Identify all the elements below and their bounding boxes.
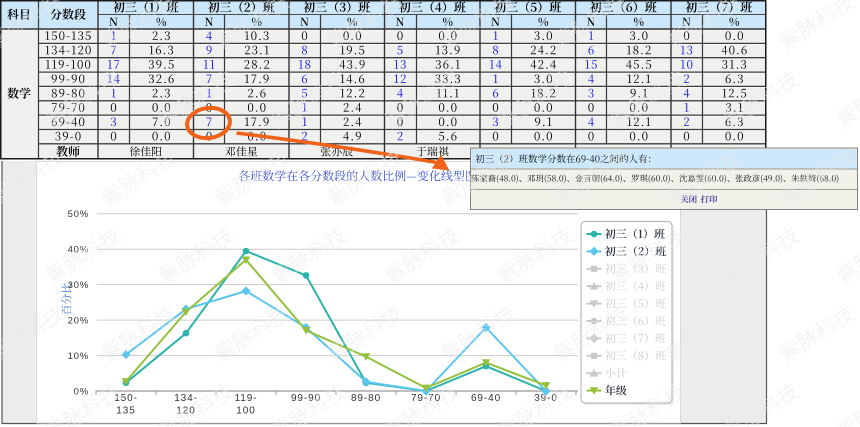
- svg-text:150-: 150-: [114, 393, 138, 404]
- svg-text:119-: 119-: [235, 393, 258, 404]
- svg-text:30%: 30%: [68, 280, 89, 291]
- svg-text:79-70: 79-70: [411, 393, 441, 404]
- svg-text:20%: 20%: [68, 316, 89, 327]
- svg-text:69-40: 69-40: [471, 393, 501, 404]
- svg-text:89-80: 89-80: [351, 393, 381, 404]
- svg-text:100: 100: [236, 406, 255, 417]
- svg-text:40%: 40%: [68, 245, 89, 256]
- svg-text:10%: 10%: [68, 351, 89, 362]
- svg-text:134-: 134-: [174, 393, 198, 404]
- svg-text:39-0: 39-0: [534, 393, 558, 404]
- svg-text:135: 135: [116, 406, 135, 417]
- svg-text:0%: 0%: [74, 387, 89, 398]
- svg-text:50%: 50%: [68, 209, 89, 220]
- svg-text:99-90: 99-90: [291, 393, 321, 404]
- svg-text:120: 120: [176, 406, 195, 417]
